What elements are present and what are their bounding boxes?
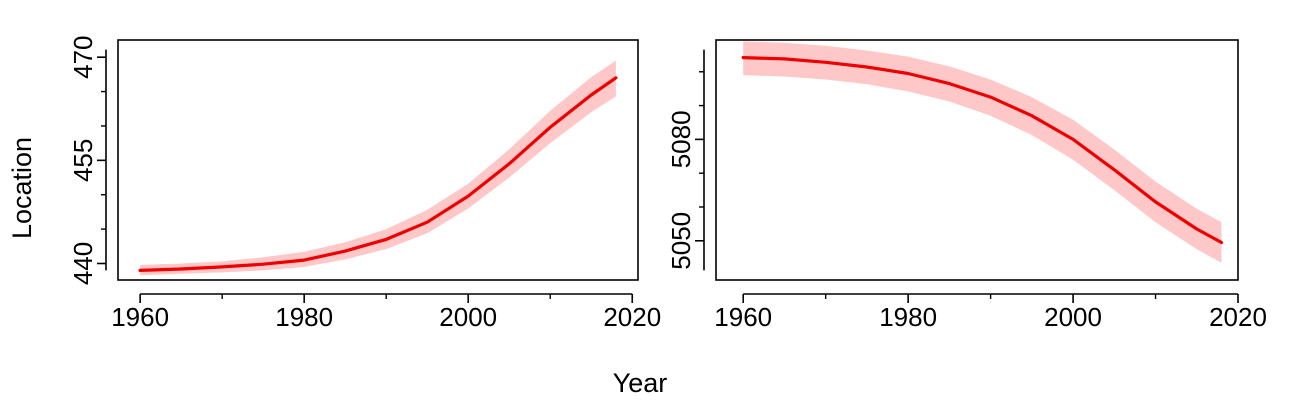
- series-line: [138, 76, 618, 272]
- y-tick-label: 455: [68, 139, 98, 182]
- y-tick-label: 5080: [666, 110, 696, 168]
- x-tick-label: 1980: [275, 302, 333, 332]
- x-tick-label: 1960: [111, 302, 169, 332]
- x-tick-label: 2020: [1209, 302, 1267, 332]
- x-tick-label: 2000: [1044, 302, 1102, 332]
- y-tick-label: 5050: [666, 212, 696, 270]
- x-tick-label: 2020: [603, 302, 661, 332]
- confidence-band: [140, 60, 616, 276]
- x-tick-label: 1980: [879, 302, 937, 332]
- y-tick-label: 440: [68, 242, 98, 285]
- series-line: [741, 55, 1224, 245]
- y-tick-label: 470: [68, 35, 98, 78]
- panel-right: 1960 1980 2000 2020 5050 5080: [666, 39, 1267, 332]
- x-tick-label: 1960: [714, 302, 772, 332]
- plot-frame: [715, 39, 1239, 281]
- panel-left: 1960 1980 2000 2020 440 455 470: [68, 35, 661, 332]
- x-tick-label: 2000: [439, 302, 497, 332]
- plot-frame: [117, 39, 639, 281]
- y-axis-title: Location: [7, 137, 37, 239]
- confidence-band: [743, 41, 1222, 263]
- x-axis-title: Year: [613, 368, 668, 398]
